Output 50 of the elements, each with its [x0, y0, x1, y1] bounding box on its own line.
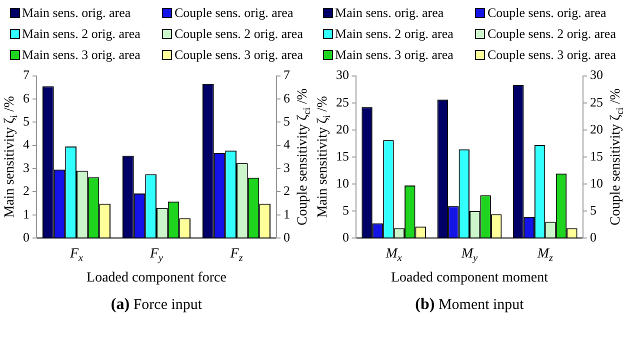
y2-tick-label: 15 [590, 148, 603, 164]
x-axis-title: Loaded component moment [390, 270, 548, 286]
y-tick-label: 0 [23, 229, 30, 244]
y2-tick-label: 30 [590, 67, 603, 82]
y2-tick-label: 4 [284, 136, 290, 152]
y-tick-label: 2 [23, 183, 30, 198]
y2-tick-label: 25 [590, 94, 603, 110]
legend-label: Couple sens. 3 orig. area [486, 46, 616, 64]
y-tick-label: 10 [336, 175, 349, 190]
y-tick-label: 0 [342, 229, 349, 244]
y2-tick-label: 1 [284, 206, 290, 222]
y2-tick-label: 0 [590, 229, 596, 244]
y2-tick-label: 10 [590, 175, 603, 190]
y-tick-label: 5 [23, 114, 30, 129]
legend-label: Couple sens. orig. area [173, 4, 294, 22]
y2-tick-label: 0 [284, 229, 290, 244]
y2-tick-label: 2 [284, 183, 290, 198]
legend-label: Main sens. 2 orig. area [334, 24, 454, 43]
legend-label: Couple sens. orig. area [486, 4, 608, 22]
legend-label: Couple sens. 2 orig. area [486, 24, 616, 43]
y-tick-label: 20 [336, 121, 349, 136]
y-tick-label: 3 [23, 160, 30, 175]
y-tick-label: 1 [23, 206, 30, 222]
y2-axis-title: Couple sensitivity ζci /% [608, 88, 626, 226]
y-tick-label: 15 [336, 148, 349, 164]
text: (b) Moment input [415, 296, 524, 314]
legend-label: Couple sens. 2 orig. area [173, 24, 303, 43]
legend-label: Main sens. orig. area [21, 4, 132, 22]
y2-tick-label: 6 [284, 90, 290, 106]
y2-tick-label: 5 [590, 202, 596, 218]
y-tick-label: 25 [336, 94, 349, 110]
y2-axis-title: Couple sensitivity ζci /% [296, 88, 313, 226]
y2-tick-label: 7 [284, 67, 290, 82]
legend-label: Main sens. orig. area [334, 4, 445, 22]
y2-tick-label: 20 [590, 121, 603, 136]
y-tick-label: 30 [336, 67, 349, 82]
y-tick-label: 7 [23, 67, 30, 82]
text: (a) Force input [110, 296, 202, 314]
legend-label: Main sens. 2 orig. area [21, 24, 140, 43]
y2-tick-label: 3 [284, 160, 290, 175]
y-tick-label: 5 [342, 202, 349, 218]
legend-label: Main sens. 3 orig. area [21, 46, 140, 64]
x-axis-title: Loaded component force [86, 270, 226, 286]
y-tick-label: 6 [23, 90, 30, 106]
legend-label: Couple sens. 3 orig. area [173, 46, 303, 64]
y-axis-title: Main sensitivity ζi /% [2, 96, 20, 218]
legend-label: Main sens. 3 orig. area [334, 46, 454, 64]
y2-tick-label: 5 [284, 114, 290, 129]
y-tick-label: 4 [23, 136, 30, 152]
y-axis-title: Main sensitivity ζi /% [316, 96, 333, 218]
